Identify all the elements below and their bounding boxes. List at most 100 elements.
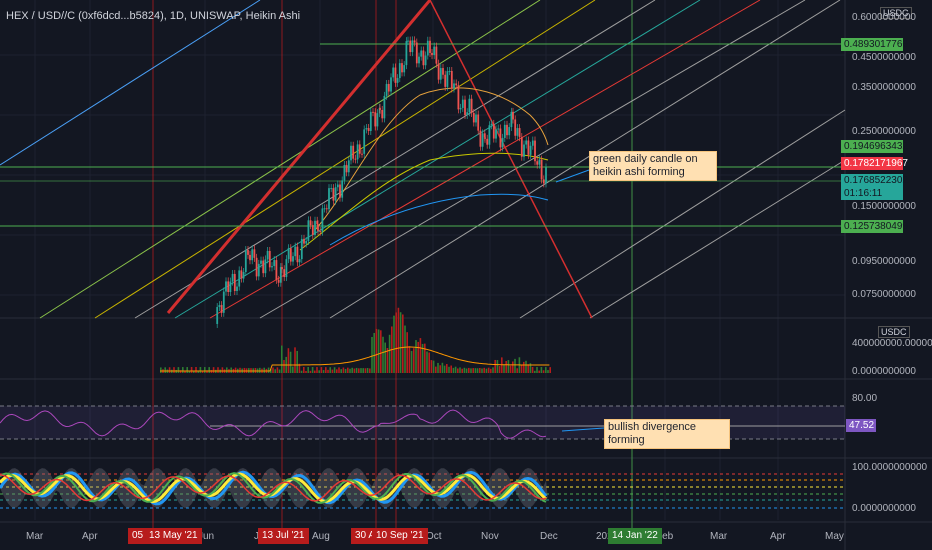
candle-body (328, 188, 330, 210)
volume-bar (461, 368, 463, 373)
candle-body (418, 56, 420, 64)
volume-bar (432, 360, 435, 373)
candle-body (372, 111, 374, 113)
time-label: May (825, 531, 844, 542)
volume-bar (498, 366, 501, 373)
candle-body (289, 248, 292, 262)
candle-body (365, 128, 368, 130)
candle-body (453, 83, 455, 89)
candle-body (523, 144, 525, 157)
price-levels (0, 43, 845, 227)
volume-bar (410, 350, 413, 373)
highlighted-date: 14 Jan '22 (608, 528, 662, 544)
volume-bar (476, 368, 479, 373)
volume-bar (314, 370, 316, 373)
candle-body (319, 230, 322, 232)
volume-bar (531, 367, 534, 373)
volume-bar (322, 370, 325, 373)
candle-body (233, 273, 236, 292)
volume-bar (234, 367, 237, 373)
time-label: Nov (481, 531, 499, 542)
candle-annotation[interactable]: green daily candle on heikin ashi formin… (589, 151, 717, 181)
volume-bar (195, 367, 197, 373)
candle-body (264, 259, 267, 274)
candle-body (545, 167, 547, 184)
resistance-price-tag: 0.4893017766 (841, 38, 908, 51)
candle-body (316, 220, 319, 225)
volume-bar (327, 369, 329, 373)
volume-bar (428, 352, 430, 373)
volume-bar (472, 368, 474, 373)
volume-bar (413, 348, 415, 373)
candle-body (247, 250, 249, 255)
candle-body (472, 112, 475, 123)
candle-body (374, 112, 377, 127)
candle-body (358, 144, 361, 154)
volume-bar (516, 368, 518, 373)
volume-bar (179, 370, 182, 373)
candle-body (437, 63, 440, 80)
candle-body (444, 74, 447, 87)
candle-body (442, 68, 444, 75)
volume-bar (402, 314, 404, 373)
volume-bar (226, 367, 228, 373)
candle-body (514, 119, 517, 136)
volume-bar (527, 364, 529, 373)
volume-bar (487, 367, 490, 373)
volume-bar (520, 364, 523, 373)
channel-lines (0, 0, 846, 319)
volume-bar (437, 362, 439, 373)
candle-body (503, 124, 506, 138)
volume-currency-badge[interactable]: USDC (878, 326, 910, 338)
volume-bar (197, 370, 199, 373)
candle-body (271, 266, 273, 268)
candle-body (455, 83, 458, 86)
volume-tick: 400000000.0000000000 (852, 338, 932, 349)
candle-body (309, 220, 312, 226)
volume-bar (184, 370, 186, 373)
volume-bar (369, 368, 371, 373)
volume-bar (300, 370, 303, 373)
divergence-annotation[interactable]: bullish divergence forming (604, 419, 730, 449)
candle-body (534, 140, 536, 162)
volume-tick: 0.0000000000 (852, 366, 916, 377)
volume-bar (450, 365, 452, 373)
volume-bar (329, 367, 331, 373)
volume-bar (485, 368, 488, 373)
candle-body (479, 130, 482, 147)
candle-body (413, 40, 416, 43)
time-label: Dec (540, 531, 558, 542)
candle-body (314, 220, 316, 235)
currency-badge[interactable]: USDC (880, 7, 912, 19)
volume-bar (382, 336, 384, 373)
volume-bar (417, 341, 419, 373)
volume-bar (542, 370, 545, 373)
volume-bar (311, 367, 314, 373)
candle-body (499, 128, 502, 148)
volume-bar (408, 346, 411, 373)
volume-bar (239, 367, 241, 373)
volume-bar (259, 367, 261, 373)
volume-bar (318, 370, 320, 373)
candle-body (363, 129, 366, 154)
candle-body (435, 46, 438, 64)
volume-bar (415, 340, 417, 373)
volume-bar (173, 367, 175, 373)
volume-bar (468, 367, 470, 373)
volume-bar (380, 330, 382, 373)
volume-bar (503, 364, 505, 373)
candle-body (296, 246, 299, 263)
candle-body (257, 263, 260, 277)
candle-body (305, 240, 308, 244)
volume-bar (316, 367, 318, 373)
candle-body (390, 77, 392, 92)
candle-body (424, 55, 427, 66)
candle-body (268, 250, 271, 268)
candle-body (339, 184, 341, 198)
candle-body (275, 260, 278, 280)
candle-body (330, 188, 333, 190)
candle-body (347, 160, 350, 173)
volume-bar (283, 360, 285, 373)
volume-bar (419, 338, 422, 373)
